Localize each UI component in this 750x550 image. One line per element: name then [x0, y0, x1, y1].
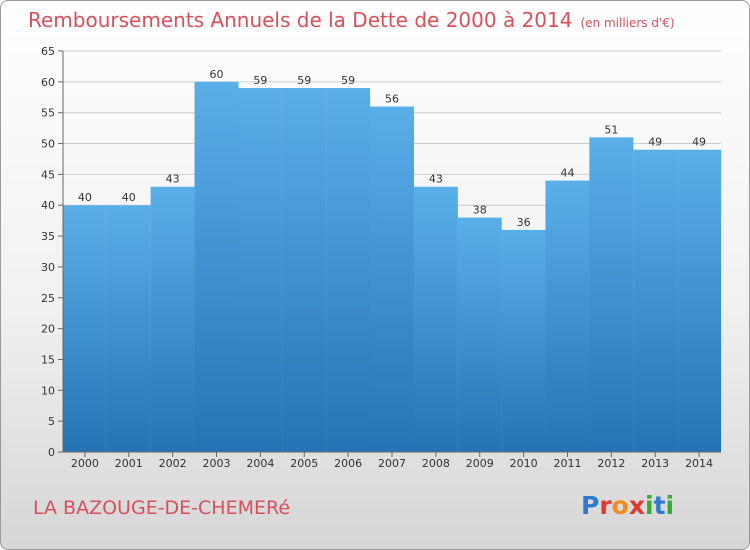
bar-2002: [150, 186, 195, 452]
data-label-2012: 51: [604, 123, 618, 136]
bar-2009: [457, 217, 502, 452]
bars: [62, 81, 722, 453]
chart-title-text: Remboursements Annuels de la Dette de 20…: [28, 8, 573, 32]
logo-letter: i: [645, 491, 654, 520]
chart-unit-note: (en milliers d'€): [580, 16, 675, 30]
data-label-2006: 59: [341, 74, 355, 87]
bar-2011: [545, 180, 590, 453]
y-tick-label: 25: [41, 292, 55, 305]
y-tick-label: 5: [48, 415, 55, 428]
bar-2005: [282, 88, 327, 452]
x-tick-label-2012: 2012: [597, 457, 625, 470]
bar-2010: [501, 229, 546, 452]
bar-2001: [106, 205, 151, 452]
data-label-2009: 38: [473, 204, 487, 217]
logo-letter: i: [665, 491, 675, 520]
y-tick-label: 35: [41, 230, 55, 243]
y-tick-label: 15: [41, 353, 55, 366]
data-label-2011: 44: [560, 167, 574, 180]
y-tick-label: 20: [41, 323, 55, 336]
y-tick-label: 60: [41, 76, 55, 89]
x-tick-label-2000: 2000: [71, 457, 99, 470]
bar-2004: [238, 88, 283, 452]
x-tick-label-2014: 2014: [685, 457, 713, 470]
bar-2008: [413, 186, 458, 452]
data-label-2007: 56: [385, 93, 399, 106]
data-label-2000: 40: [78, 191, 92, 204]
x-tick-label-2013: 2013: [641, 457, 669, 470]
x-tick-label-2002: 2002: [159, 457, 187, 470]
y-tick-label: 45: [41, 168, 55, 181]
x-tick-label-2009: 2009: [466, 457, 494, 470]
bar-2003: [194, 81, 239, 452]
data-label-2008: 43: [429, 173, 443, 186]
data-label-2004: 59: [253, 74, 267, 87]
x-tick-label-2008: 2008: [422, 457, 450, 470]
proxiti-logo[interactable]: Proxiti: [581, 491, 674, 520]
bar-2012: [589, 137, 634, 452]
bar-2006: [326, 88, 371, 452]
y-tick-label: 65: [41, 45, 55, 58]
data-label-2013: 49: [648, 136, 662, 149]
y-tick-label: 55: [41, 107, 55, 120]
bar-2000: [62, 205, 107, 452]
logo-letter: o: [611, 491, 629, 520]
data-label-2014: 49: [692, 136, 706, 149]
bar-2013: [633, 149, 678, 452]
data-label-2002: 43: [166, 173, 180, 186]
x-tick-label-2001: 2001: [115, 457, 143, 470]
logo-letter: t: [653, 491, 666, 520]
logo-letter: x: [628, 491, 645, 520]
labels: 0 5 10 15 20 25 30 35 40 45 50 55 60 65 40 2000 40 2001 43…: [41, 45, 713, 470]
commune-name: LA BAZOUGE-DE-CHEMERé: [33, 497, 291, 519]
y-tick-label: 0: [48, 446, 55, 459]
x-tick-label-2007: 2007: [378, 457, 406, 470]
data-label-2001: 40: [122, 191, 136, 204]
data-label-2010: 36: [517, 216, 531, 229]
data-label-2005: 59: [297, 74, 311, 87]
y-tick-label: 30: [41, 261, 55, 274]
x-tick-label-2010: 2010: [510, 457, 538, 470]
x-tick-label-2006: 2006: [334, 457, 362, 470]
data-label-2003: 60: [210, 68, 224, 81]
axes: [58, 50, 721, 457]
bar-2014: [677, 149, 722, 452]
bar-2007: [370, 106, 414, 453]
y-tick-label: 50: [41, 138, 55, 151]
logo-letter: r: [599, 491, 612, 520]
chart-title: Remboursements Annuels de la Dette de 20…: [28, 8, 675, 32]
x-tick-label-2003: 2003: [203, 457, 231, 470]
x-tick-label-2005: 2005: [290, 457, 318, 470]
x-tick-label-2004: 2004: [246, 457, 274, 470]
x-tick-label-2011: 2011: [553, 457, 581, 470]
y-tick-label: 40: [41, 199, 55, 212]
logo-letter: P: [581, 491, 600, 520]
y-tick-label: 10: [41, 384, 55, 397]
